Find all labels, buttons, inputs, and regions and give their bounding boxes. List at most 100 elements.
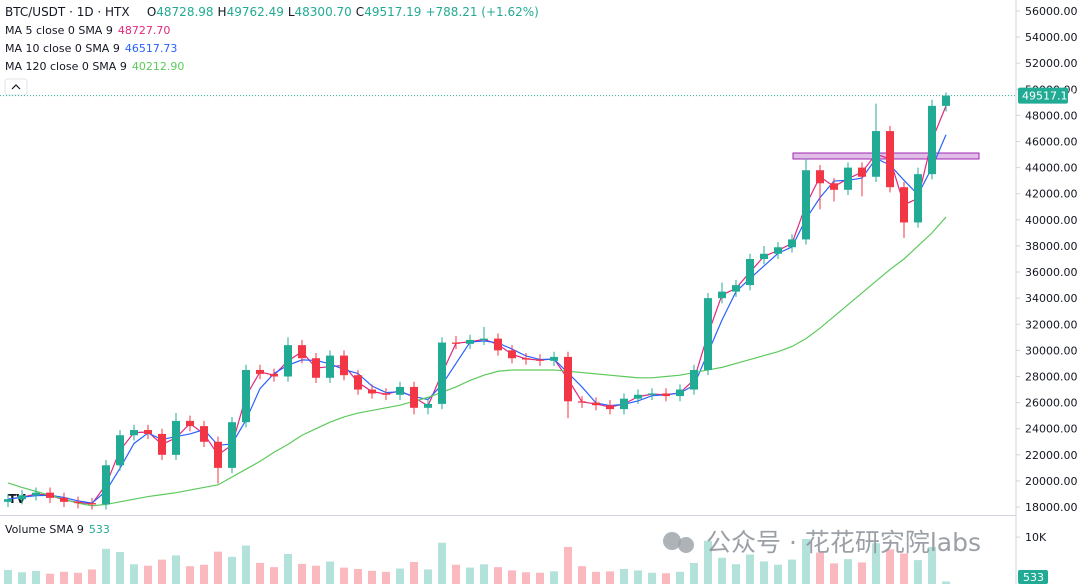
volume-bar — [830, 563, 838, 584]
candle-body — [326, 355, 334, 378]
indicator-name: MA 5 close 0 SMA 9 — [5, 24, 113, 37]
volume-bar — [480, 564, 488, 584]
candle-body — [536, 359, 544, 361]
indicator-name: MA 10 close 0 SMA 9 — [5, 42, 120, 55]
symbol-title: BTC/USDT · 1D · HTX — [5, 5, 129, 19]
candle-body — [60, 497, 68, 502]
candle-body — [242, 369, 250, 423]
candle-body — [550, 356, 558, 361]
volume-bar — [746, 554, 754, 584]
candle-body — [774, 247, 782, 254]
volume-bar — [844, 559, 852, 584]
candle-body — [494, 338, 502, 351]
volume-bar — [410, 561, 418, 584]
ohlc-letter: C — [356, 5, 364, 19]
volume-value: 533 — [89, 523, 110, 536]
volume-bar — [676, 571, 684, 584]
last-price-tag — [1018, 87, 1068, 104]
volume-bar — [130, 564, 138, 584]
indicator-name: MA 120 close 0 SMA 9 — [5, 60, 127, 73]
volume-tick-label: 10K — [1025, 531, 1047, 544]
volume-bar — [732, 564, 740, 584]
candle-body — [760, 253, 768, 260]
volume-bar — [802, 538, 810, 584]
volume-bar — [886, 549, 894, 584]
volume-bar — [32, 570, 40, 584]
last-price-label: 49517.19 — [1022, 90, 1075, 103]
volume-bar — [578, 566, 586, 584]
y-tick-label: 40000.00 — [1025, 214, 1078, 227]
watermark-text: 公众号 · 花花研究院labs — [706, 528, 981, 557]
ohlc-letter: H — [218, 5, 227, 19]
candle-body — [130, 430, 138, 436]
volume-bar — [242, 545, 250, 584]
indicator-legend: MA 5 close 0 SMA 9 48727.70 — [5, 24, 170, 37]
volume-bar — [494, 567, 502, 584]
y-tick-label: 36000.00 — [1025, 266, 1078, 279]
volume-bar — [312, 565, 320, 584]
candle-body — [900, 187, 908, 223]
volume-bar — [172, 555, 180, 584]
candle-body — [718, 291, 726, 299]
ma-line — [7, 216, 947, 507]
candle-body — [662, 393, 670, 397]
volume-bar — [704, 540, 712, 584]
volume-bar — [774, 564, 782, 584]
candle-body — [858, 167, 866, 177]
candle-body — [18, 495, 26, 500]
volume-bar — [340, 567, 348, 584]
indicator-value: 48727.70 — [118, 24, 171, 37]
candle-body — [382, 393, 390, 395]
volume-bar — [760, 561, 768, 584]
volume-bar — [200, 564, 208, 584]
candle-body — [746, 259, 754, 286]
candle-body — [368, 389, 376, 394]
volume-bar — [522, 572, 530, 584]
volume-bar — [606, 571, 614, 584]
volume-bar — [900, 553, 908, 584]
candle-body — [802, 170, 810, 240]
volume-bar — [144, 565, 152, 584]
candle-body — [116, 435, 124, 466]
volume-bar — [788, 559, 796, 584]
volume-bar — [634, 570, 642, 584]
candle-body — [872, 131, 880, 177]
y-tick-label: 22000.00 — [1025, 449, 1078, 462]
volume-bar — [466, 567, 474, 584]
indicator-legend: MA 120 close 0 SMA 9 40212.90 — [5, 60, 184, 73]
ohlc-value: 49762.49 — [227, 5, 284, 19]
volume-bar — [914, 560, 922, 584]
candle-body — [676, 389, 684, 397]
volume-bar — [158, 559, 166, 584]
volume-bar — [928, 546, 936, 584]
watermark-icon — [663, 532, 681, 550]
volume-bar — [256, 562, 264, 584]
collapse-button[interactable] — [4, 78, 28, 96]
candle-body — [620, 398, 628, 410]
candle-body — [564, 356, 572, 402]
candle-body — [606, 405, 614, 410]
y-tick-label: 38000.00 — [1025, 240, 1078, 253]
y-tick-label: 18000.00 — [1025, 501, 1078, 514]
volume-bar — [424, 569, 432, 584]
volume-bar — [186, 566, 194, 584]
volume-bar — [284, 553, 292, 584]
volume-bar — [508, 570, 516, 584]
candle-body — [928, 105, 936, 175]
candle-body — [74, 501, 82, 504]
candle-body — [648, 393, 656, 395]
candle-body — [200, 426, 208, 442]
candle-body — [298, 345, 306, 359]
candle-body — [214, 441, 222, 468]
volume-bar — [620, 568, 628, 584]
volume-bar — [88, 569, 96, 584]
volume-bar — [382, 571, 390, 584]
candle-body — [340, 355, 348, 376]
candle-body — [46, 492, 54, 498]
candle-body — [830, 183, 838, 190]
volume-bar — [942, 581, 950, 584]
y-tick-label: 56000.00 — [1025, 5, 1078, 18]
candle-body — [284, 345, 292, 377]
volume-bar — [690, 562, 698, 584]
